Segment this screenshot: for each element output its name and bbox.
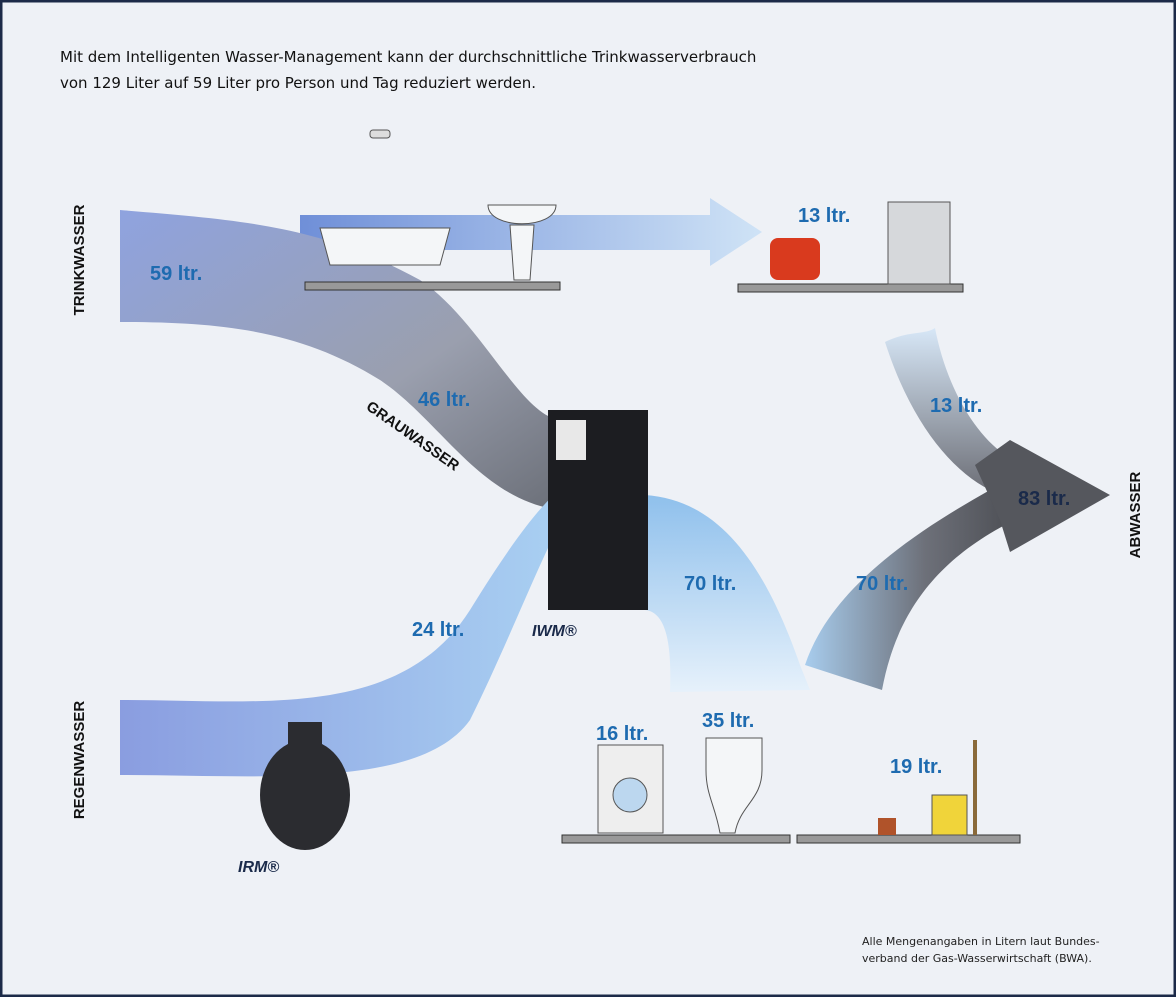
footnote-line: Alle Mengenangaben in Litern laut Bundes… bbox=[862, 935, 1100, 948]
device-label: IWM® bbox=[532, 623, 577, 640]
flow-label: 35 ltr. bbox=[702, 710, 754, 732]
flow-label: 19 ltr. bbox=[890, 756, 942, 778]
flow-label: 24 ltr. bbox=[412, 619, 464, 641]
iwm-panel bbox=[556, 420, 586, 460]
dishwasher bbox=[888, 202, 950, 284]
flow-label: 16 ltr. bbox=[596, 723, 648, 745]
header-line: Mit dem Intelligenten Wasser-Management … bbox=[60, 48, 756, 66]
bucket bbox=[932, 795, 967, 835]
side-label: REGENWASSER bbox=[71, 701, 88, 820]
footnote-line: verband der Gas-Wasserwirtschaft (BWA). bbox=[862, 952, 1092, 965]
shelf bbox=[797, 835, 1020, 843]
irm-tank bbox=[260, 740, 350, 850]
flow-label: 59 ltr. bbox=[150, 263, 202, 285]
bathtub bbox=[320, 228, 450, 265]
flow-label: 70 ltr. bbox=[684, 573, 736, 595]
header-line: von 129 Liter auf 59 Liter pro Person un… bbox=[60, 74, 536, 92]
flow-label: 70 ltr. bbox=[856, 573, 908, 595]
flowerpot bbox=[878, 818, 896, 835]
pot bbox=[770, 238, 820, 280]
shower bbox=[370, 130, 390, 138]
flow-label: 46 ltr. bbox=[418, 389, 470, 411]
side-label: ABWASSER bbox=[1127, 472, 1144, 559]
irm-neck bbox=[288, 722, 322, 752]
infographic: Mit dem Intelligenten Wasser-Management … bbox=[0, 0, 1176, 997]
shelf bbox=[562, 835, 790, 843]
side-label: TRINKWASSER bbox=[71, 204, 88, 315]
flow-label: 13 ltr. bbox=[930, 395, 982, 417]
flow-label: 83 ltr. bbox=[1018, 488, 1070, 510]
device-label: IRM® bbox=[238, 859, 279, 876]
flow-label: 13 ltr. bbox=[798, 205, 850, 227]
shelf bbox=[305, 282, 560, 290]
washer-door bbox=[613, 778, 647, 812]
shelf bbox=[738, 284, 963, 292]
